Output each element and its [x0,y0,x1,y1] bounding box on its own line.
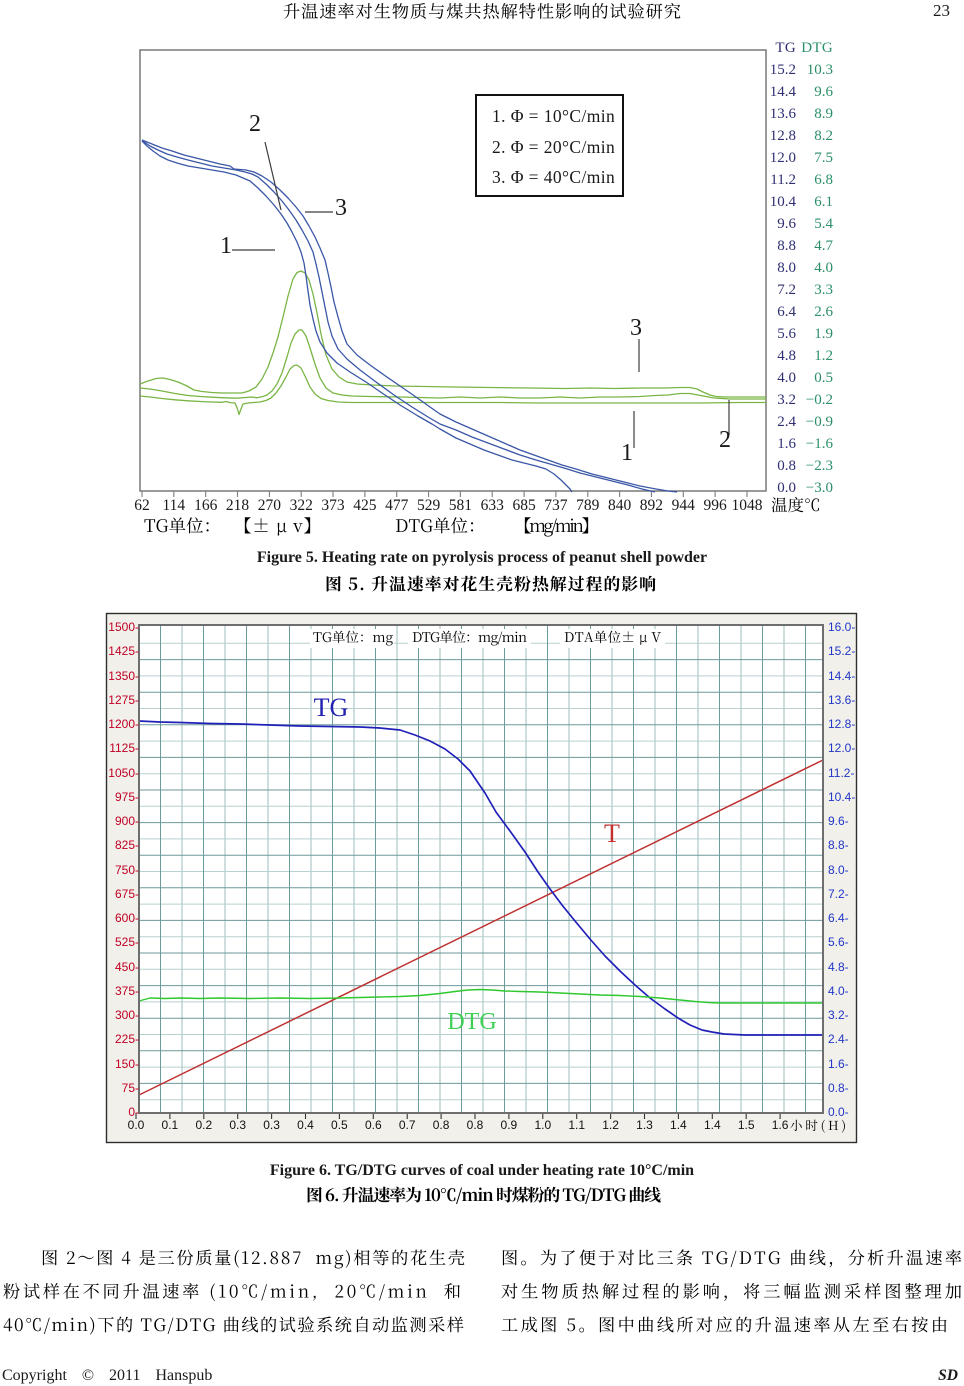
svg-text:T: T [604,819,620,848]
svg-text:1: 1 [621,440,633,466]
svg-text:TG: TG [314,693,349,722]
svg-text:2: 2 [719,427,731,453]
svg-text:3: 3 [335,195,347,221]
svg-text:1: 1 [220,233,232,259]
svg-text:DTG: DTG [447,1009,496,1035]
svg-text:2: 2 [249,111,261,137]
svg-text:3: 3 [630,315,642,341]
